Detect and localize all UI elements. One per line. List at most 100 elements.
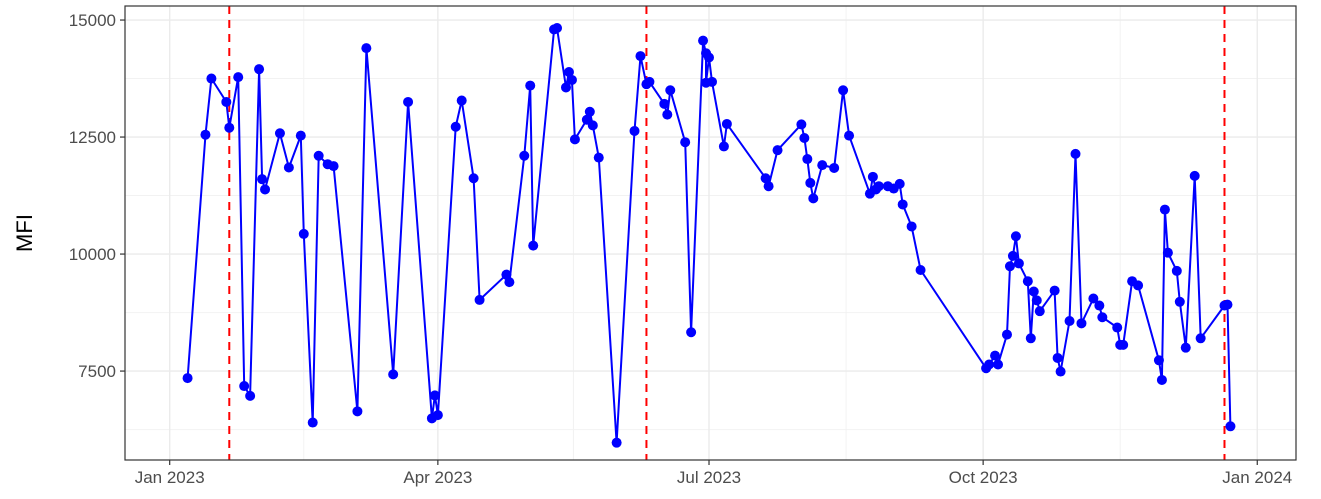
data-point <box>721 118 732 129</box>
data-point <box>257 174 268 185</box>
data-point <box>206 73 217 84</box>
data-point <box>915 264 926 275</box>
data-point <box>182 373 193 384</box>
data-point <box>1153 355 1164 366</box>
data-point <box>1007 250 1018 261</box>
data-point <box>221 96 232 107</box>
y-axis-title: MFI <box>12 214 37 252</box>
data-point <box>519 150 530 161</box>
data-point <box>224 122 235 133</box>
data-point <box>867 171 878 182</box>
data-point <box>659 98 670 109</box>
x-tick-label: Apr 2023 <box>403 468 472 487</box>
data-point <box>328 161 339 172</box>
data-point <box>680 137 691 148</box>
data-point <box>200 129 211 140</box>
data-point <box>763 181 774 192</box>
data-point <box>802 154 813 165</box>
data-point <box>805 177 816 188</box>
data-point <box>1076 318 1087 329</box>
data-point <box>894 178 905 189</box>
data-point <box>686 327 697 338</box>
data-point <box>563 66 574 77</box>
data-point <box>698 35 709 46</box>
data-point <box>1159 204 1170 215</box>
data-point <box>474 294 485 305</box>
data-point <box>1010 231 1021 242</box>
data-point <box>1162 247 1173 258</box>
data-point <box>1004 261 1015 272</box>
data-point <box>1064 315 1075 326</box>
data-point <box>799 132 810 143</box>
data-point <box>760 173 771 184</box>
data-point <box>704 52 715 63</box>
data-point <box>501 269 512 280</box>
data-point <box>260 184 271 195</box>
data-point <box>233 72 244 83</box>
data-point <box>718 141 729 152</box>
data-series <box>182 22 1236 448</box>
series-line <box>186 27 1232 444</box>
data-point <box>1055 366 1066 377</box>
data-point <box>993 359 1004 370</box>
data-point <box>593 152 604 163</box>
data-point <box>569 134 580 145</box>
data-point <box>796 119 807 130</box>
data-point <box>468 173 479 184</box>
data-point <box>1156 374 1167 385</box>
data-point <box>283 162 294 173</box>
data-point <box>245 390 256 401</box>
data-point <box>307 417 318 428</box>
data-point <box>662 109 673 120</box>
data-point <box>1088 293 1099 304</box>
x-tick-label: Jul 2023 <box>677 468 741 487</box>
data-point <box>906 221 917 232</box>
major-gridlines <box>125 6 1296 460</box>
data-point <box>504 277 515 288</box>
data-point <box>274 128 285 139</box>
data-point <box>706 76 717 87</box>
data-point <box>1097 312 1108 323</box>
data-point <box>984 359 995 370</box>
data-point <box>352 406 363 417</box>
data-point <box>1022 276 1033 287</box>
data-point <box>1222 299 1233 310</box>
y-axis: 7500 10000 12500 15000 <box>69 11 125 381</box>
data-point <box>298 228 309 239</box>
data-point <box>254 64 265 75</box>
data-point <box>456 95 467 106</box>
data-point <box>1034 306 1045 317</box>
panel-border <box>124 5 1297 461</box>
data-point <box>403 96 414 107</box>
y-tick-label: 10000 <box>69 245 116 264</box>
data-point <box>1225 421 1236 432</box>
data-point <box>1189 170 1200 181</box>
data-point <box>388 369 399 380</box>
data-point <box>560 82 571 93</box>
data-point <box>239 381 250 392</box>
y-tick-label: 7500 <box>78 362 116 381</box>
data-point <box>566 74 577 85</box>
data-point <box>873 181 884 192</box>
x-tick-label: Jan 2024 <box>1222 468 1292 487</box>
x-tick-label: Oct 2023 <box>949 468 1018 487</box>
data-point <box>1052 352 1063 363</box>
y-tick-label: 15000 <box>69 11 116 30</box>
data-point <box>361 43 372 54</box>
data-point <box>584 106 595 117</box>
y-tick-label: 12500 <box>69 128 116 147</box>
data-point <box>528 240 539 251</box>
data-point <box>295 130 306 141</box>
x-tick-label: Jan 2023 <box>135 468 205 487</box>
data-point <box>817 160 828 171</box>
data-point <box>629 125 640 136</box>
data-point <box>838 85 849 96</box>
data-point <box>1001 329 1012 340</box>
data-point <box>1070 148 1081 159</box>
data-point <box>1133 280 1144 291</box>
data-point <box>808 193 819 204</box>
data-point <box>644 76 655 87</box>
data-point <box>844 130 855 141</box>
data-point <box>587 120 598 131</box>
